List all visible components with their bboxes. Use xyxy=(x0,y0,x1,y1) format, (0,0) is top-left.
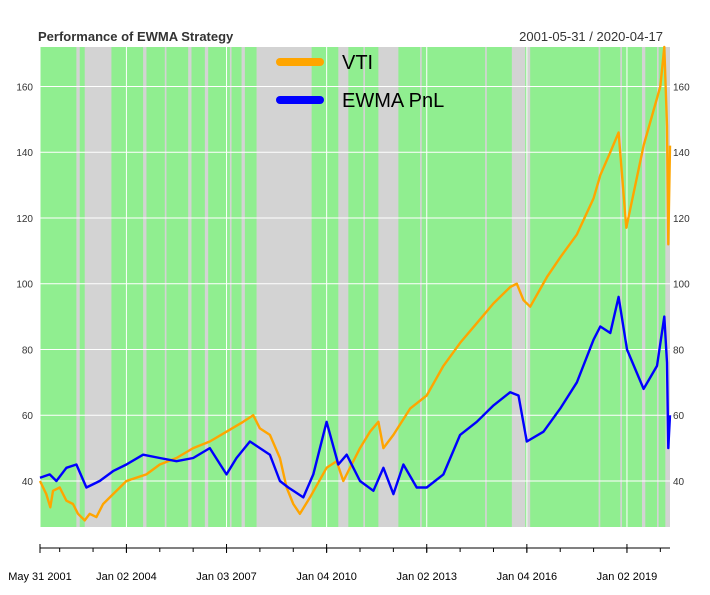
chart-title: Performance of EWMA Strategy xyxy=(38,29,234,44)
y-tick-label-right: 40 xyxy=(673,477,685,488)
y-tick-label-left: 40 xyxy=(22,477,34,488)
y-tick-label-left: 100 xyxy=(16,280,33,291)
y-tick-label-left: 60 xyxy=(22,411,34,422)
flat-position-band xyxy=(241,47,245,527)
flat-position-band xyxy=(338,47,349,527)
x-tick-label: Jan 02 2004 xyxy=(96,571,157,583)
legend: VTI EWMA PnL xyxy=(276,52,444,112)
long-position-background xyxy=(40,47,670,527)
y-tick-label-right: 160 xyxy=(673,82,690,93)
x-tick-label: May 31 2001 xyxy=(8,571,72,583)
y-tick-label-right: 60 xyxy=(673,411,685,422)
date-range-label: 2001-05-31 / 2020-04-17 xyxy=(519,29,663,44)
plot-area: 40 40 60 60 80 80 100 100 120 120 140 140 160 160 xyxy=(16,45,690,527)
flat-position-band xyxy=(363,47,366,527)
legend-ewma-pnl-label: EWMA PnL xyxy=(342,90,444,112)
y-tick-label-left: 80 xyxy=(22,345,34,356)
flat-position-band xyxy=(229,47,232,527)
flat-position-band xyxy=(204,47,209,527)
flat-position-band xyxy=(526,47,531,527)
flat-position-band xyxy=(378,47,399,527)
flat-position-band xyxy=(641,47,646,527)
x-tick-label: Jan 03 2007 xyxy=(196,571,257,583)
flat-position-band xyxy=(598,47,601,527)
x-tick-label: Jan 04 2010 xyxy=(296,571,357,583)
flat-position-band xyxy=(76,47,80,527)
x-tick-label: Jan 02 2019 xyxy=(597,571,658,583)
flat-position-band xyxy=(485,47,487,527)
legend-vti-label: VTI xyxy=(342,52,373,74)
flat-position-band xyxy=(84,47,112,527)
flat-position-band xyxy=(420,47,422,527)
flat-position-band xyxy=(188,47,192,527)
y-tick-label-right: 80 xyxy=(673,345,685,356)
x-tick-label: Jan 02 2013 xyxy=(396,571,457,583)
flat-position-band xyxy=(620,47,622,527)
y-tick-label-right: 120 xyxy=(673,214,690,225)
ewma-pnl-line xyxy=(39,295,672,499)
y-tick-label-left: 140 xyxy=(16,148,33,159)
flat-position-band xyxy=(656,47,659,527)
y-tick-label-left: 120 xyxy=(16,214,33,225)
y-tick-label-right: 140 xyxy=(673,148,690,159)
flat-position-band xyxy=(256,47,312,527)
flat-position-band xyxy=(164,47,167,527)
x-axis: May 31 2001 Jan 02 2004 Jan 03 2007 Jan 04 … xyxy=(8,544,670,583)
y-tick-label-right: 100 xyxy=(673,280,690,291)
flat-position-band xyxy=(665,47,670,527)
y-tick-label-left: 160 xyxy=(16,82,33,93)
x-tick-label: Jan 04 2016 xyxy=(497,571,558,583)
flat-position-band xyxy=(143,47,147,527)
